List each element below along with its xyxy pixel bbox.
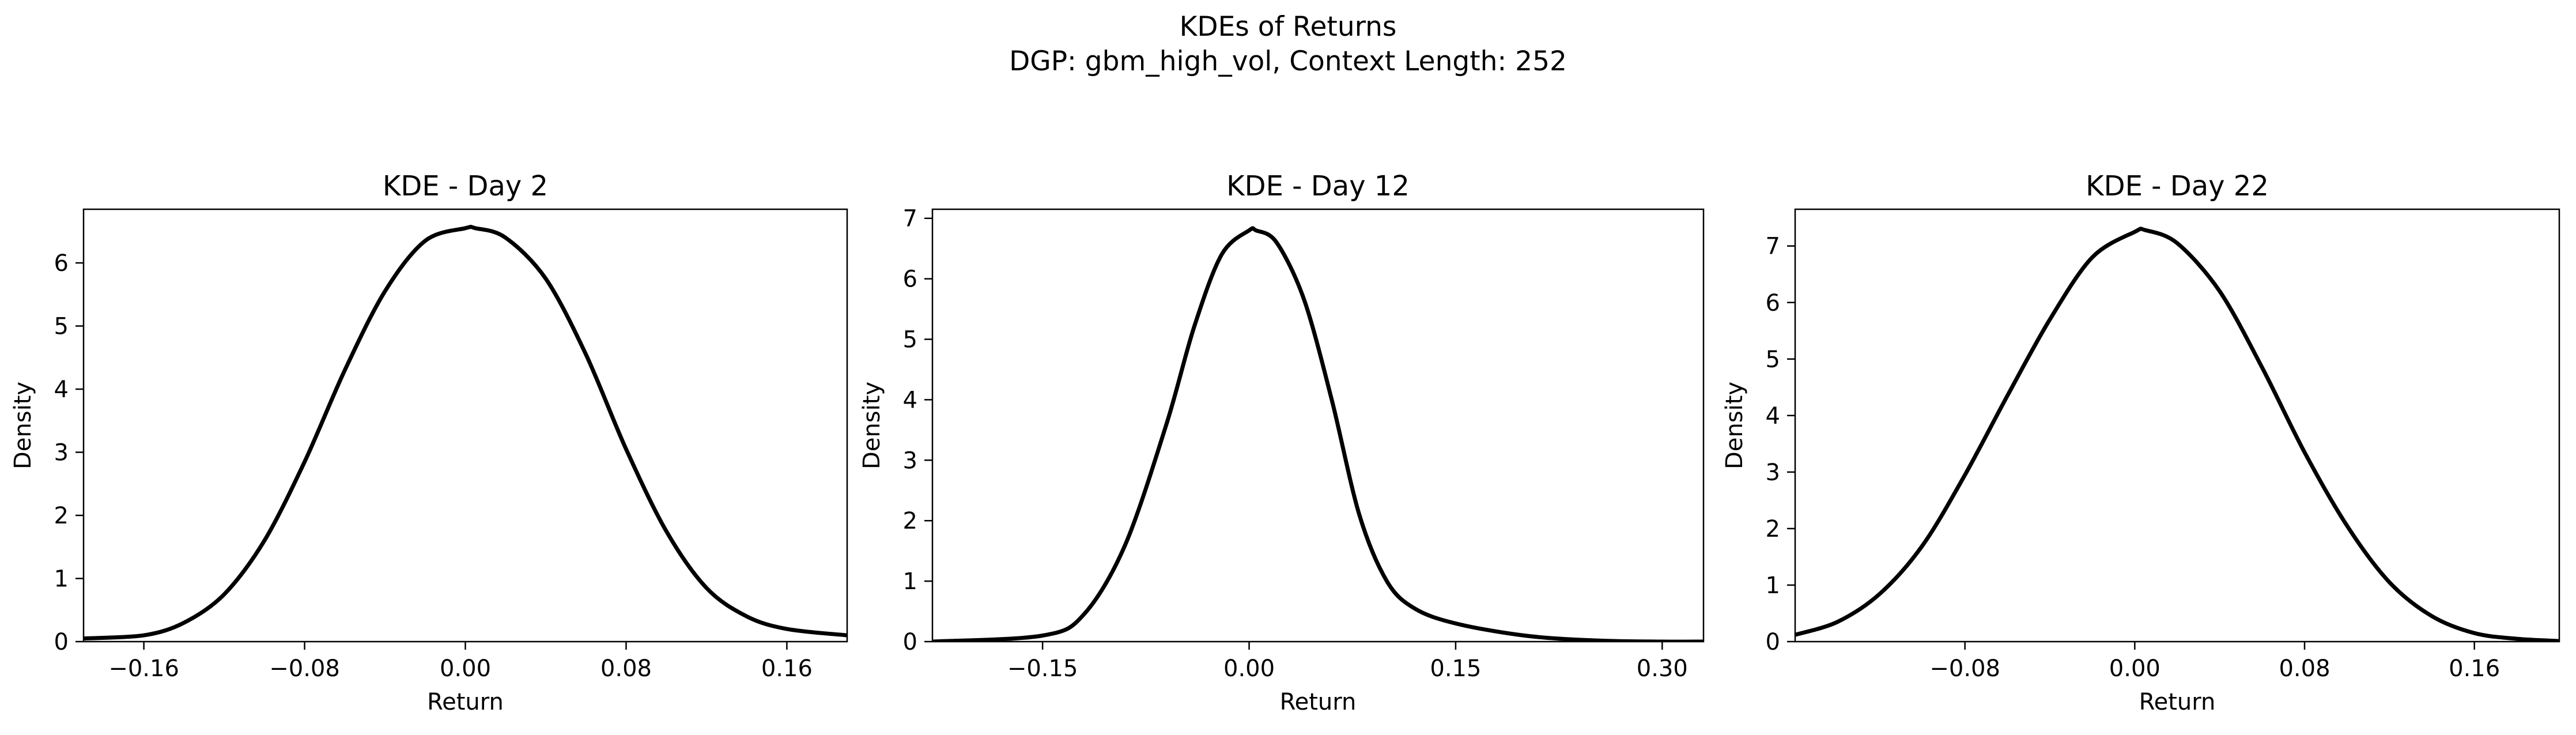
y-axis-label-2: Density xyxy=(859,382,885,469)
y-axis-label-3: Density xyxy=(1721,382,1748,469)
kde-line-2 xyxy=(932,226,1704,642)
x-axis-label-3: Return xyxy=(2139,689,2216,715)
subplot-2: −0.15 0.00 0.15 0.30 0 1 2 3 4 5 6 7 KDE - Day 12 Ret… xyxy=(859,170,1705,715)
axes-frame-3 xyxy=(1794,208,2560,643)
y-tick-label: 4 xyxy=(903,387,917,413)
subplot-3: −0.08 0.00 0.08 0.16 0 1 2 3 4 5 6 7 KDE - Day 22 Ret… xyxy=(1721,170,2560,715)
x-tick-label: 0.30 xyxy=(1637,655,1688,682)
x-tick-label: −0.15 xyxy=(1007,655,1078,682)
y-tick-label: 4 xyxy=(1766,403,1780,429)
y-tick-label: 7 xyxy=(1766,233,1780,260)
y-tick-label: 7 xyxy=(903,206,917,232)
y-tick-label: 1 xyxy=(1766,572,1780,599)
y-tick-label: 1 xyxy=(54,566,69,593)
y-tick-label: 0 xyxy=(1766,629,1780,655)
y-tick-label: 6 xyxy=(54,250,69,277)
y-tick-label: 2 xyxy=(54,503,69,529)
subplot-title-1: KDE - Day 2 xyxy=(383,170,548,202)
y-tick-label: 4 xyxy=(54,376,69,403)
subplot-panels: −0.16 −0.08 0.00 0.08 0.16 0 1 2 3 4 5 6 KDE - Day 2… xyxy=(10,170,2560,715)
figure-title: KDEs of Returns xyxy=(1180,11,1397,43)
kde-line-1 xyxy=(84,225,847,640)
y-tick-label: 5 xyxy=(1766,346,1780,373)
x-tick-label: −0.16 xyxy=(108,655,179,682)
x-tick-label: −0.08 xyxy=(1929,655,2000,682)
x-tick-label: 0.00 xyxy=(1223,655,1275,682)
x-axis-label-1: Return xyxy=(427,689,504,715)
y-axis-label-1: Density xyxy=(10,382,36,469)
x-tick-label: 0.00 xyxy=(2109,655,2160,682)
subplot-title-3: KDE - Day 22 xyxy=(2086,170,2269,202)
x-tick-label: 0.15 xyxy=(1430,655,1481,682)
kde-line-3 xyxy=(1795,227,2559,642)
x-tick-label: 0.08 xyxy=(600,655,652,682)
y-tick-label: 1 xyxy=(903,568,917,595)
y-tick-label: 5 xyxy=(54,314,69,340)
x-tick-label: 0.16 xyxy=(2449,655,2500,682)
y-tick-label: 5 xyxy=(903,327,917,353)
y-tick-label: 6 xyxy=(903,266,917,293)
y-tick-label: 3 xyxy=(54,440,69,466)
x-tick-label: 0.08 xyxy=(2279,655,2330,682)
subplot-title-2: KDE - Day 12 xyxy=(1226,170,1410,202)
subplot-1: −0.16 −0.08 0.00 0.08 0.16 0 1 2 3 4 5 6 KDE - Day 2… xyxy=(10,170,848,715)
y-tick-label: 0 xyxy=(54,629,69,655)
axes-frame-2 xyxy=(931,208,1705,643)
y-tick-label: 6 xyxy=(1766,290,1780,316)
y-tick-label: 3 xyxy=(1766,459,1780,486)
figure-subtitle: DGP: gbm_high_vol, Context Length: 252 xyxy=(1009,46,1567,77)
y-tick-label: 0 xyxy=(903,629,917,655)
x-tick-label: 0.16 xyxy=(761,655,813,682)
y-tick-label: 2 xyxy=(1766,516,1780,542)
x-axis-label-2: Return xyxy=(1280,689,1357,715)
x-tick-label: 0.00 xyxy=(440,655,491,682)
y-tick-label: 2 xyxy=(903,508,917,534)
y-tick-label: 3 xyxy=(903,447,917,474)
x-tick-label: −0.08 xyxy=(269,655,340,682)
